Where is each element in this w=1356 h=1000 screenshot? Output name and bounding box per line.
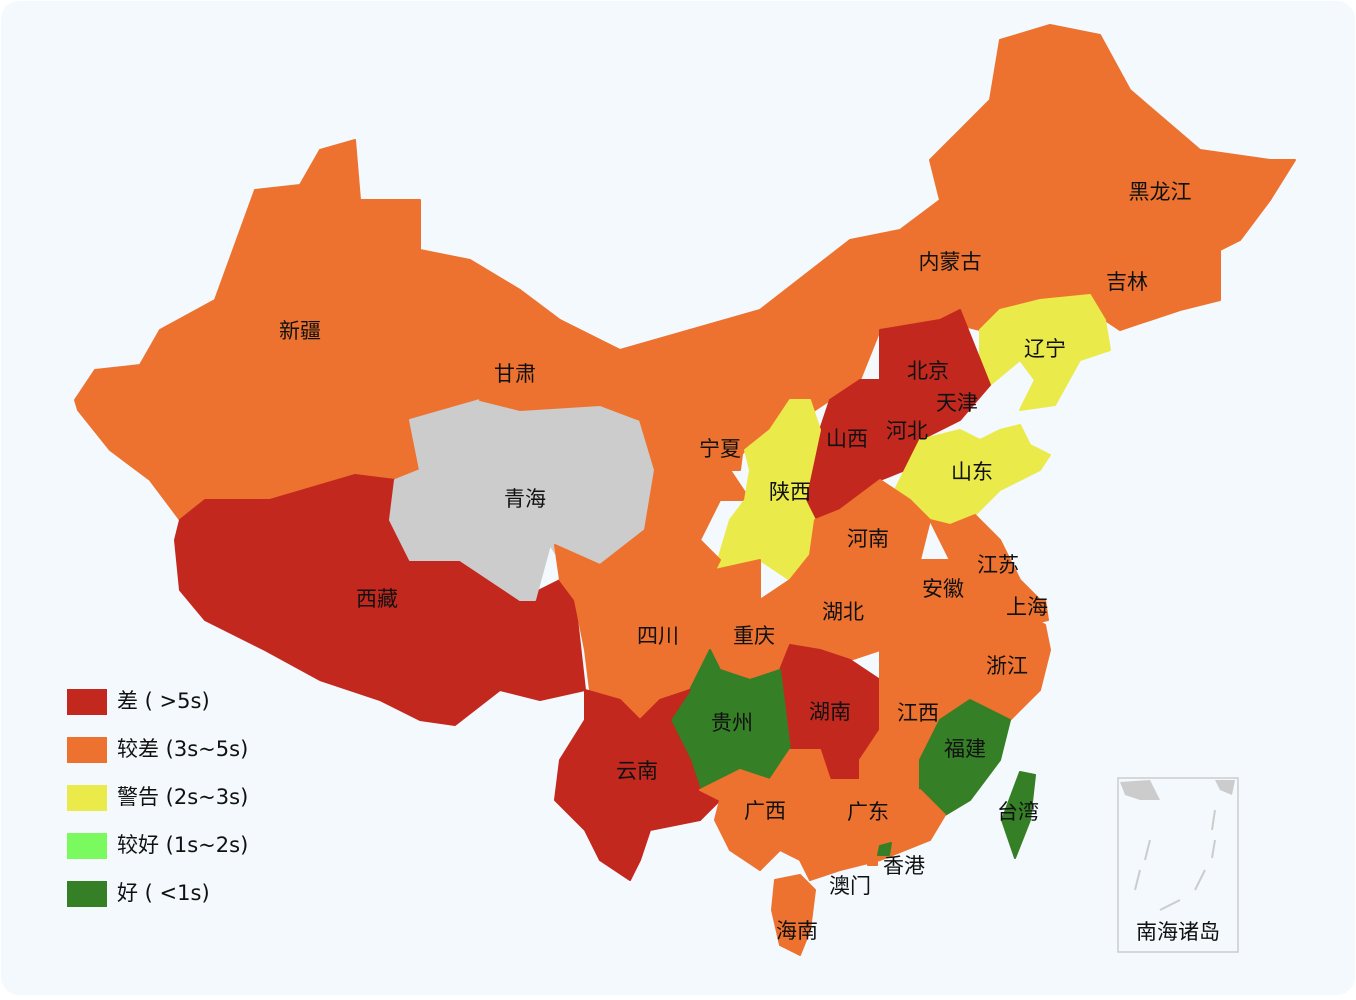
legend-swatch — [67, 689, 107, 715]
province-label: 香港 — [883, 854, 925, 878]
province — [699, 399, 746, 471]
province — [919, 699, 1011, 816]
inset-land — [1120, 780, 1235, 800]
province-label: 河南 — [847, 527, 889, 551]
province-label: 山东 — [951, 460, 993, 484]
province-label: 安徽 — [922, 577, 964, 601]
legend-swatch — [67, 737, 107, 763]
province-label: 吉林 — [1106, 270, 1148, 294]
province-label: 江苏 — [977, 553, 1019, 577]
province-label: 重庆 — [733, 624, 775, 648]
province-label: 西藏 — [356, 587, 398, 611]
province — [989, 24, 1296, 261]
province-label: 海南 — [776, 919, 818, 943]
province-label: 内蒙古 — [919, 250, 982, 274]
legend-label: 较差 (3s~5s) — [117, 737, 248, 761]
province-label: 辽宁 — [1024, 337, 1066, 361]
province — [979, 294, 1111, 411]
legend-swatch — [67, 833, 107, 859]
province — [1001, 771, 1036, 859]
province-label: 河北 — [886, 419, 928, 443]
inset-label: 南海诸岛 — [1136, 920, 1220, 944]
province — [877, 842, 892, 856]
province-label: 上海 — [1006, 595, 1048, 619]
inset: 南海诸岛 — [1117, 777, 1239, 953]
province-label: 云南 — [616, 759, 658, 783]
province-label: 青海 — [504, 487, 546, 511]
province-label: 贵州 — [711, 711, 753, 735]
province-label: 北京 — [907, 359, 949, 383]
province-label: 福建 — [944, 737, 986, 761]
province-label: 广东 — [847, 800, 889, 824]
legend-swatch — [67, 785, 107, 811]
province-label: 台湾 — [997, 800, 1039, 824]
province-label: 澳门 — [829, 874, 871, 898]
province — [771, 874, 816, 956]
province — [554, 689, 721, 881]
province-label: 甘肃 — [494, 362, 536, 386]
province-label: 湖北 — [822, 600, 864, 624]
province-label: 江西 — [897, 701, 939, 725]
province-label: 广西 — [744, 799, 786, 823]
legend-label: 好 ( <1s) — [117, 881, 210, 905]
province-label: 陕西 — [769, 480, 811, 504]
legend-label: 警告 (2s~3s) — [117, 785, 248, 809]
province-label: 天津 — [936, 391, 978, 415]
province — [939, 387, 971, 421]
province-label: 湖南 — [809, 700, 851, 724]
legend-swatch — [67, 881, 107, 907]
legend-label: 差 ( >5s) — [117, 689, 210, 713]
province-label: 黑龙江 — [1129, 180, 1192, 204]
province-label: 四川 — [637, 624, 679, 648]
inset-frame — [1117, 777, 1239, 953]
inset-line — [1134, 809, 1216, 911]
province-label: 新疆 — [279, 319, 321, 343]
province — [867, 856, 878, 866]
province-label: 山西 — [826, 427, 868, 451]
province — [779, 779, 946, 881]
province-label: 宁夏 — [699, 437, 741, 461]
legend-label: 较好 (1s~2s) — [117, 833, 248, 857]
province — [894, 339, 946, 386]
province-label: 浙江 — [986, 654, 1028, 678]
